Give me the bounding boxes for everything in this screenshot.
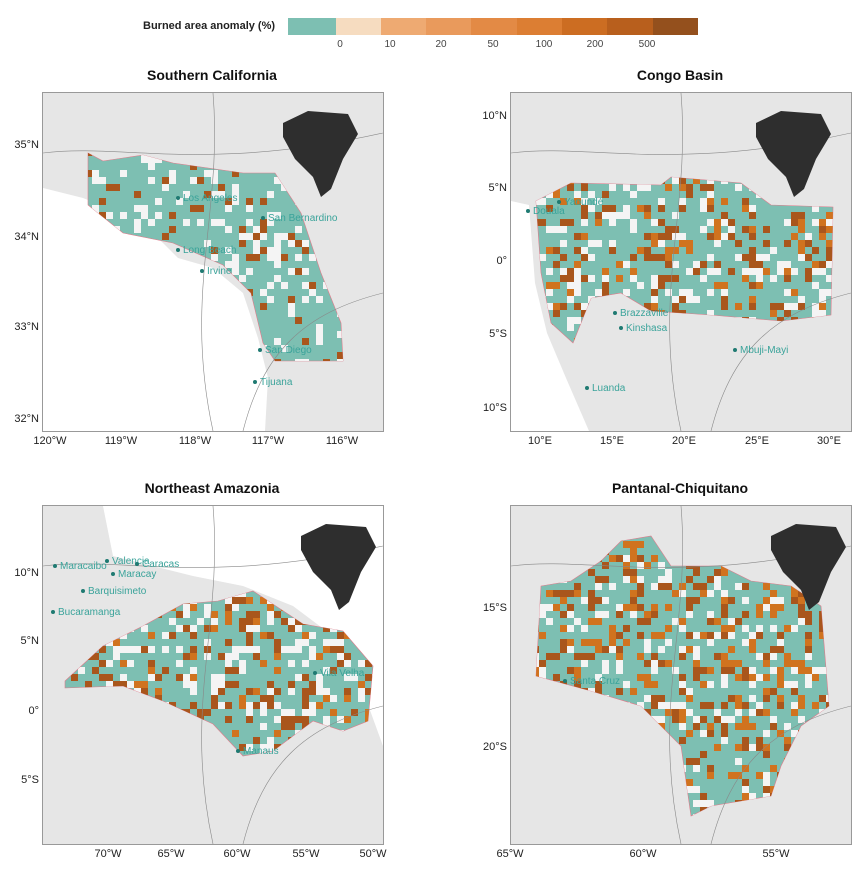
legend-title: Burned area anomaly (%) — [143, 20, 276, 32]
legend-tick-label: 500 — [638, 39, 656, 50]
longitude-tick: 118°W — [178, 435, 212, 447]
city-label: Irvine — [200, 266, 231, 277]
legend-swatch — [607, 18, 653, 35]
legend-tick-label: 0 — [337, 39, 343, 50]
longitude-tick: 65°W — [496, 848, 524, 860]
longitude-tick: 55°W — [762, 848, 790, 860]
ocean — [511, 93, 589, 431]
legend-swatch — [288, 18, 336, 35]
latitude-tick: 5°S — [21, 774, 39, 786]
city-label: Valencia — [105, 556, 150, 567]
city-label: Los Angeles — [176, 193, 238, 204]
latitude-tick: 34°N — [14, 231, 39, 243]
longitude-tick: 10°E — [528, 435, 552, 447]
longitude-tick: 65°W — [157, 848, 185, 860]
latitude-tick: 10°S — [483, 402, 507, 414]
panel-title: Pantanal-Chiquitano — [611, 480, 749, 496]
inset-locator-map — [283, 111, 358, 197]
longitude-tick: 70°W — [94, 848, 122, 860]
panel-title: Northeast Amazonia — [144, 480, 280, 496]
longitude-tick: 119°W — [104, 435, 138, 447]
inset-locator-map — [771, 524, 846, 610]
longitude-tick: 120°W — [33, 435, 67, 447]
legend-swatch — [426, 18, 472, 35]
city-label: San Bernardino — [261, 213, 338, 224]
city-label: Luanda — [585, 383, 625, 394]
panel-title: Southern California — [147, 67, 277, 83]
legend-swatch — [652, 18, 698, 35]
panel-title: Congo Basin — [636, 67, 724, 83]
latitude-tick: 20°S — [483, 741, 507, 753]
latitude-tick: 10°N — [14, 567, 39, 579]
longitude-tick: 116°W — [325, 435, 359, 447]
inset-locator-map — [301, 524, 376, 610]
latitude-tick: 0° — [496, 255, 507, 267]
latitude-tick: 10°N — [482, 110, 507, 122]
longitude-tick: 60°W — [629, 848, 657, 860]
city-label: Maracay — [111, 569, 156, 580]
longitude-tick: 50°W — [359, 848, 387, 860]
city-label: Barquisimeto — [81, 586, 146, 597]
longitude-tick: 117°W — [251, 435, 285, 447]
map-panel: Maracaibo Valencia Caracas Maracay Barquisim… — [42, 505, 384, 845]
map-panel: Santa Cruz — [510, 505, 852, 845]
city-label: Douala — [526, 206, 565, 217]
legend-tick-label: 100 — [535, 39, 553, 50]
latitude-tick: 33°N — [14, 321, 39, 333]
city-label: Yaoundé — [557, 197, 603, 208]
city-label: Brazzaville — [613, 308, 668, 319]
latitude-tick: 5°N — [20, 635, 39, 647]
legend-tick-label: 50 — [487, 39, 499, 50]
legend-swatch — [380, 18, 427, 35]
city-label: Tijuana — [253, 377, 292, 388]
latitude-tick: 5°N — [488, 182, 507, 194]
inset-locator-map — [756, 111, 831, 197]
map-panel: Los Angeles San Bernardino Long Beach Irvin… — [42, 92, 384, 432]
longitude-tick: 15°E — [600, 435, 624, 447]
city-label: Manaus — [236, 746, 279, 757]
longitude-tick: 60°W — [223, 848, 251, 860]
city-label: Long Beach — [176, 245, 236, 256]
city-label: San Diego — [258, 345, 312, 356]
city-label: Kinshasa — [619, 323, 667, 334]
legend-tick-label: 200 — [586, 39, 604, 50]
ocean — [43, 188, 268, 431]
city-label: Maracaibo — [53, 561, 107, 572]
latitude-tick: 5°S — [489, 328, 507, 340]
city-label: Santa Cruz — [563, 676, 620, 687]
city-label: Vila Velha — [313, 668, 364, 679]
legend-tick-label: 10 — [384, 39, 396, 50]
latitude-tick: 35°N — [14, 139, 39, 151]
map-panel: Douala Yaoundé Brazzaville Kinshasa Mbuji-Ma… — [510, 92, 852, 432]
longitude-tick: 25°E — [745, 435, 769, 447]
city-label: Bucaramanga — [51, 607, 120, 618]
legend-swatch — [562, 18, 608, 35]
legend-swatch — [335, 18, 381, 35]
latitude-tick: 0° — [28, 705, 39, 717]
city-label: Mbuji-Mayi — [733, 345, 788, 356]
legend-swatch — [516, 18, 563, 35]
city-label: Caracas — [135, 559, 179, 570]
legend-colorbar — [288, 18, 698, 35]
latitude-tick: 15°S — [483, 602, 507, 614]
legend-swatch — [471, 18, 517, 35]
latitude-tick: 32°N — [14, 413, 39, 425]
longitude-tick: 20°E — [672, 435, 696, 447]
legend-tick-label: 20 — [435, 39, 447, 50]
longitude-tick: 55°W — [292, 848, 320, 860]
longitude-tick: 30°E — [817, 435, 841, 447]
